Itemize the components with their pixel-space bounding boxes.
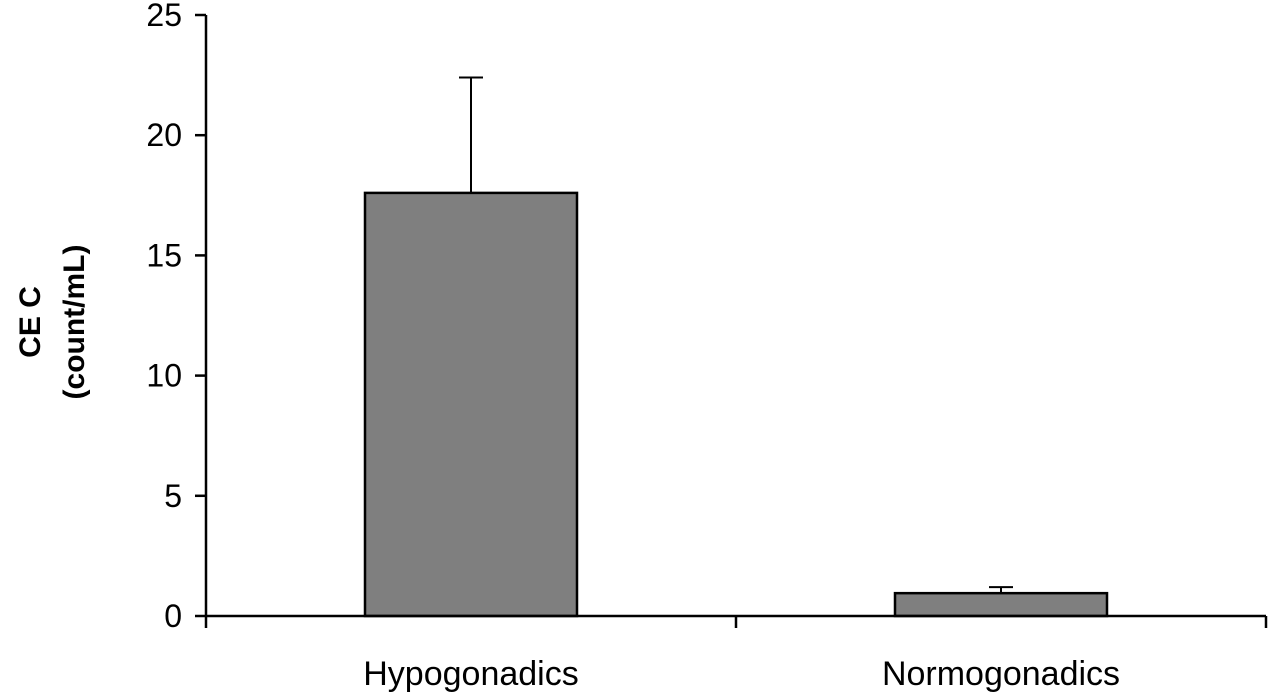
y-tick-label: 0	[164, 598, 182, 634]
y-tick-label: 20	[146, 117, 182, 153]
y-tick-label: 5	[164, 478, 182, 514]
y-tick-label: 15	[146, 237, 182, 273]
x-category-label: Normogonadics	[882, 655, 1120, 693]
x-category-label: Hypogonadics	[363, 655, 578, 693]
bar-hypogonadics	[363, 191, 579, 618]
y-tick-label: 10	[146, 358, 182, 394]
y-axis-label-line-1: CE C	[14, 286, 47, 358]
y-axis-label-line-2: (count/mL)	[58, 245, 91, 400]
y-axis-label: CE C (count/mL)	[14, 245, 91, 400]
error-bars-group	[459, 76, 1013, 594]
axes-group	[204, 15, 1268, 628]
y-ticks-group: 0 5 10 15 20 25	[146, 0, 206, 634]
x-labels-group: Hypogonadics Normogonadics	[363, 655, 1120, 693]
y-tick-label: 25	[146, 0, 182, 33]
bars-group	[363, 191, 1109, 618]
bar-normogonadics	[893, 591, 1109, 618]
